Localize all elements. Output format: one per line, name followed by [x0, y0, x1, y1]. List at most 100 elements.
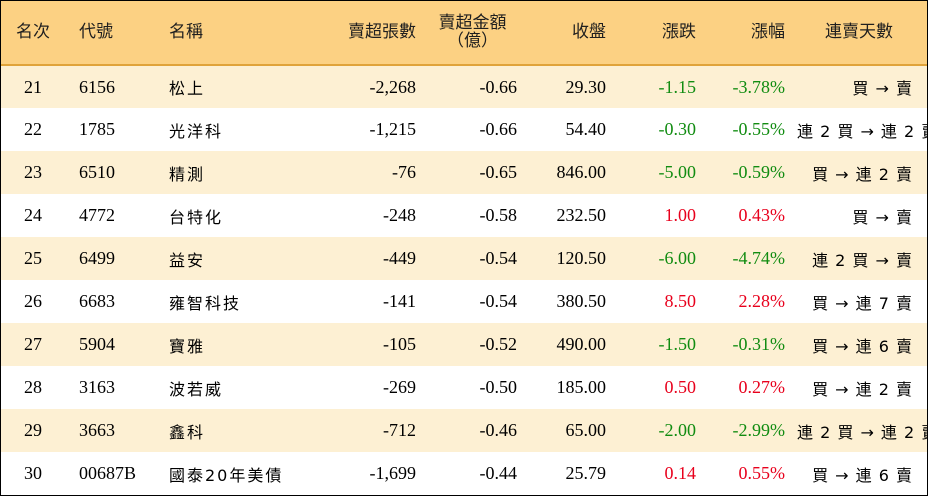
cell-code: 4772 — [79, 205, 115, 225]
cell-code: 1785 — [79, 119, 115, 139]
cell-pct: -0.55% — [732, 119, 786, 139]
cell-rank: 29 — [24, 420, 42, 440]
header-rank: 名次 — [16, 21, 50, 42]
cell-shares: -712 — [383, 420, 416, 440]
cell-close: 490.00 — [556, 334, 607, 354]
header-row: 名次 代號 名稱 賣超張數 賣超金額 （億） 收盤 漲跌 漲幅 連賣天數 — [1, 1, 927, 65]
cell-pct: -3.78% — [732, 76, 786, 97]
streak-text: 買 → 連 2 賣 — [812, 379, 913, 399]
table-body: 21 6156 松上 -2,268 -0.66 29.30 -1.15 -3.7… — [1, 65, 928, 495]
cell-shares: -1,215 — [369, 119, 417, 139]
cell-change: -1.50 — [658, 334, 697, 354]
cell-amount: -0.44 — [479, 463, 518, 483]
cell-rank: 30 — [24, 463, 42, 483]
cell-code: 00687B — [79, 463, 137, 483]
cell-rank: 22 — [24, 119, 42, 139]
cell-pct: -2.99% — [732, 420, 786, 440]
stock-name: 波若威 — [169, 379, 224, 399]
cell-streak: 買 → 連 6 賣 — [791, 452, 927, 495]
cell-amount: -0.58 — [479, 205, 518, 225]
cell-change: 0.14 — [664, 463, 697, 483]
cell-close: 120.50 — [556, 248, 607, 268]
table-row: 23 6510 精測 -76 -0.65 846.00 -5.00 -0.59%… — [1, 151, 927, 194]
cell-change: -2.00 — [658, 420, 697, 440]
cell-name: 松上 — [155, 65, 307, 108]
cell-pct: 2.28% — [738, 291, 786, 311]
cell-name: 精測 — [155, 151, 307, 194]
streak-text: 連 2 買 → 連 2 賣 — [797, 422, 928, 442]
table-row: 30 00687B 國泰20年美債 -1,699 -0.44 25.79 0.1… — [1, 452, 927, 495]
cell-amount: -0.52 — [479, 334, 518, 354]
header-name: 名稱 — [169, 21, 203, 42]
cell-close: 185.00 — [556, 377, 607, 397]
table-row: 22 1785 光洋科 -1,215 -0.66 54.40 -0.30 -0.… — [1, 108, 928, 151]
cell-amount: -0.54 — [479, 248, 518, 268]
header-pct: 漲幅 — [751, 21, 785, 42]
table-row: 25 6499 益安 -449 -0.54 120.50 -6.00 -4.74… — [1, 237, 927, 280]
cell-pct: -0.59% — [732, 162, 786, 182]
header-amount-line1: 賣超金額 — [438, 12, 507, 33]
cell-close: 29.30 — [565, 76, 607, 97]
cell-pct: -0.31% — [732, 334, 786, 354]
cell-close: 232.50 — [556, 205, 607, 225]
cell-streak: 買 → 連 6 賣 — [791, 323, 927, 366]
cell-rank: 21 — [24, 76, 42, 97]
cell-name: 雍智科技 — [155, 280, 307, 323]
cell-shares: -449 — [383, 248, 416, 268]
cell-amount: -0.54 — [479, 291, 518, 311]
streak-text: 買 → 連 6 賣 — [812, 336, 913, 356]
streak-text: 買 → 連 2 賣 — [812, 164, 913, 184]
stock-name: 松上 — [169, 79, 206, 98]
cell-pct: 0.55% — [738, 463, 786, 483]
cell-streak: 買 → 連 7 賣 — [791, 280, 927, 323]
cell-name: 寶雅 — [155, 323, 307, 366]
cell-pct: -4.74% — [732, 248, 786, 268]
cell-change: 1.00 — [664, 205, 697, 225]
cell-code: 6156 — [79, 76, 115, 97]
cell-streak: 連 2 買 → 連 2 賣 — [791, 108, 928, 151]
table-row: 21 6156 松上 -2,268 -0.66 29.30 -1.15 -3.7… — [1, 65, 927, 108]
streak-text: 買 → 賣 — [852, 207, 913, 227]
cell-streak: 連 2 買 → 連 2 賣 — [791, 409, 928, 452]
cell-close: 380.50 — [556, 291, 607, 311]
stock-name: 益安 — [169, 250, 206, 270]
cell-change: -6.00 — [658, 248, 697, 268]
header-shares: 賣超張數 — [348, 21, 416, 42]
cell-amount: -0.50 — [479, 377, 518, 397]
stock-name: 鑫科 — [169, 422, 206, 442]
cell-streak: 買 → 賣 — [791, 194, 927, 237]
cell-code: 6683 — [79, 291, 115, 311]
header-code: 代號 — [79, 21, 113, 42]
cell-close: 25.79 — [565, 463, 607, 483]
cell-name: 益安 — [155, 237, 307, 280]
cell-change: -0.30 — [658, 119, 697, 139]
cell-name: 光洋科 — [155, 108, 307, 151]
stock-name: 光洋科 — [169, 121, 224, 141]
cell-change: 0.50 — [664, 377, 697, 397]
stock-name: 國泰20年美債 — [169, 465, 284, 485]
cell-shares: -141 — [383, 291, 416, 311]
cell-rank: 23 — [24, 162, 42, 182]
cell-name: 鑫科 — [155, 409, 307, 452]
streak-text: 買 → 連 6 賣 — [812, 465, 913, 485]
cell-code: 6499 — [79, 248, 115, 268]
stock-name: 雍智科技 — [169, 293, 242, 313]
cell-name: 波若威 — [155, 366, 307, 409]
cell-code: 3163 — [79, 377, 115, 397]
cell-name: 國泰20年美債 — [155, 452, 307, 495]
header-close: 收盤 — [572, 21, 606, 42]
stock-name: 精測 — [169, 164, 206, 184]
stock-name: 寶雅 — [169, 336, 206, 356]
cell-streak: 買 → 賣 — [791, 65, 927, 108]
cell-amount: -0.65 — [479, 162, 518, 182]
streak-text: 連 2 買 → 賣 — [812, 250, 913, 270]
cell-pct: 0.27% — [738, 377, 786, 397]
streak-text: 買 → 賣 — [852, 79, 913, 98]
streak-text: 連 2 買 → 連 2 賣 — [797, 121, 928, 141]
table-row: 26 6683 雍智科技 -141 -0.54 380.50 8.50 2.28… — [1, 280, 927, 323]
stock-name: 台特化 — [169, 207, 224, 227]
cell-streak: 買 → 連 2 賣 — [791, 366, 927, 409]
cell-streak: 買 → 連 2 賣 — [791, 151, 927, 194]
